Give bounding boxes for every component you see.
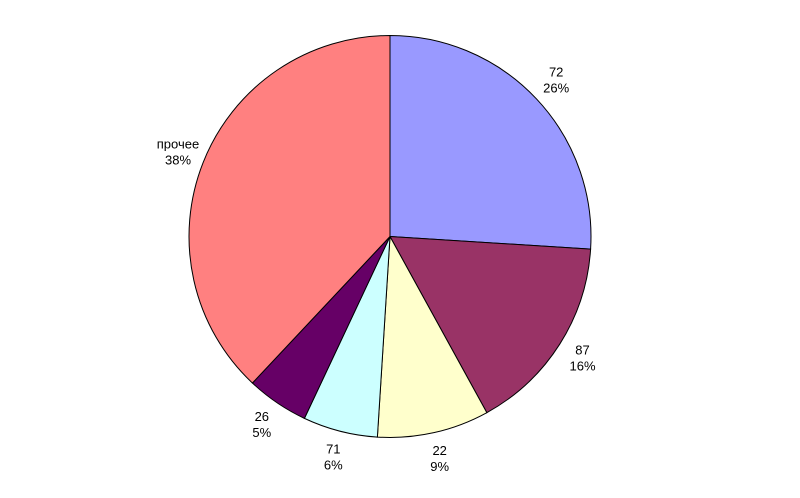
slice-label-category: 72 <box>549 64 563 79</box>
pie-slice-22[interactable] <box>376 234 488 438</box>
slice-label-percent: 6% <box>324 457 343 472</box>
pie-slice-87[interactable] <box>389 235 592 414</box>
slice-label-percent: 16% <box>569 359 595 374</box>
slice-label-percent: 26% <box>543 80 569 95</box>
slice-label-72: 72 26% <box>543 64 569 95</box>
slice-label-category: 87 <box>575 343 589 358</box>
slice-label-percent: 5% <box>252 425 271 440</box>
slice-label-percent: 9% <box>430 459 449 474</box>
slice-label-category: 71 <box>326 441 340 456</box>
slice-label-category: 26 <box>255 409 269 424</box>
slice-label-87: 87 16% <box>569 343 595 374</box>
slice-label-22: 22 9% <box>430 443 449 474</box>
slice-label-category: прочее <box>157 137 199 152</box>
pie-slice-прочее[interactable] <box>188 34 391 384</box>
slice-label-percent: 38% <box>165 153 191 168</box>
slice-label-26: 26 5% <box>252 409 271 440</box>
slice-label-category: 22 <box>432 443 446 458</box>
slice-label-71: 71 6% <box>324 441 343 472</box>
slice-label-прочее: прочее 38% <box>157 137 199 168</box>
pie-slice-72[interactable] <box>389 34 592 250</box>
